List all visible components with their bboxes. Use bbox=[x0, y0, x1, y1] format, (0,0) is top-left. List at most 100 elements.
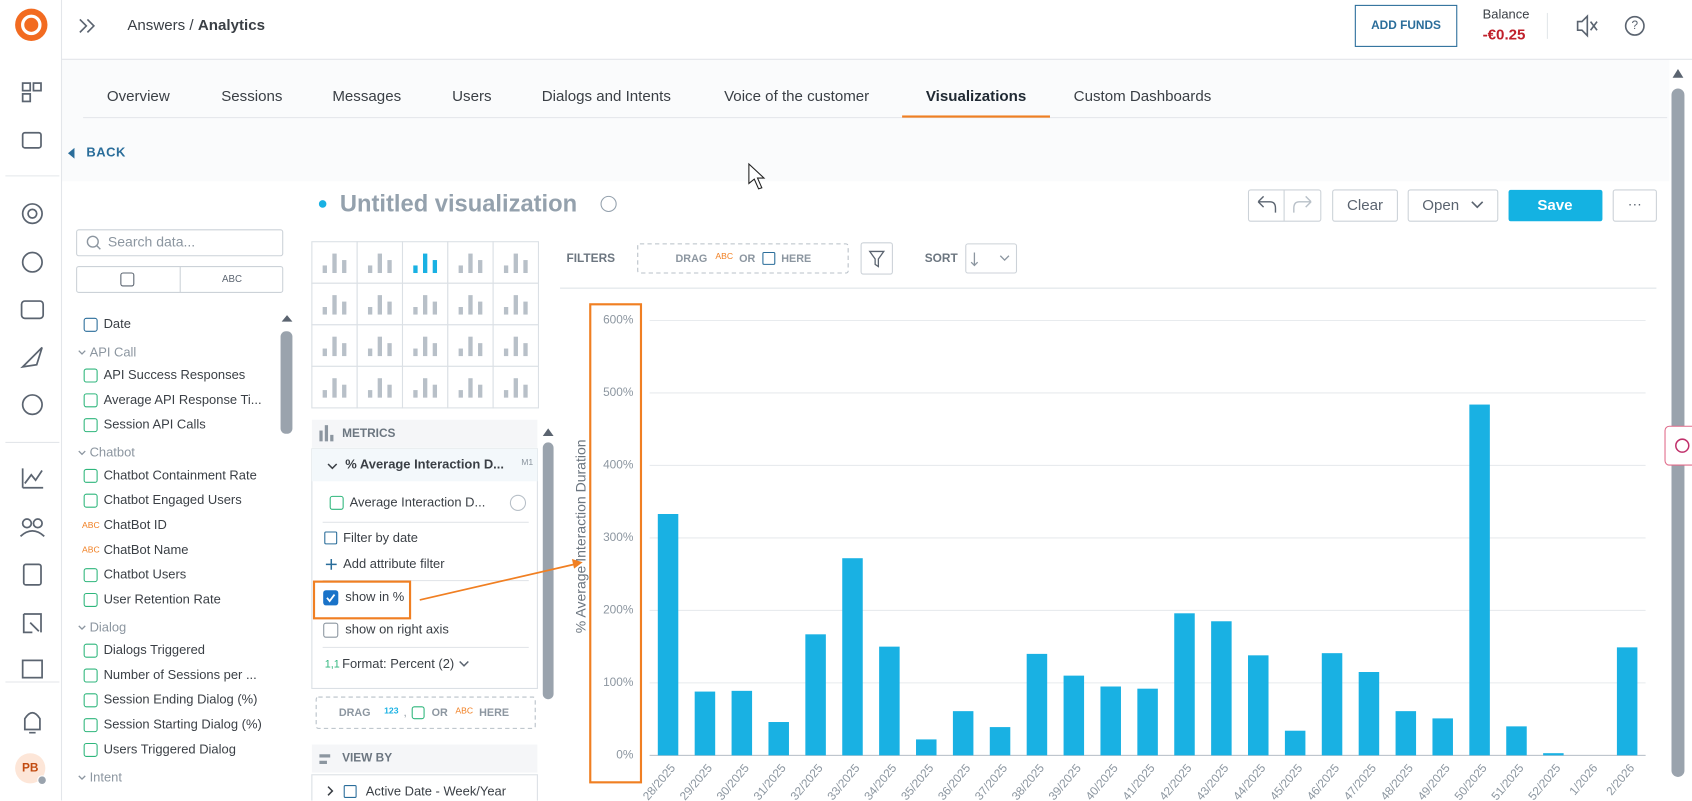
sort-dropdown[interactable] bbox=[965, 243, 1018, 274]
clear-button[interactable] bbox=[1332, 189, 1398, 222]
data-item[interactable]: API Success Responses bbox=[104, 367, 246, 382]
data-item[interactable]: Chatbot Containment Rate bbox=[104, 467, 257, 482]
viz-title[interactable]: Untitled visualization bbox=[340, 191, 577, 217]
bar[interactable] bbox=[989, 727, 1011, 756]
bar[interactable] bbox=[1137, 688, 1158, 756]
add-attribute-filter[interactable]: Add attribute filter bbox=[343, 556, 445, 571]
bar[interactable] bbox=[1543, 753, 1564, 756]
nav-icon[interactable] bbox=[21, 82, 32, 92]
save-button[interactable] bbox=[1508, 189, 1603, 222]
data-item[interactable]: User Retention Rate bbox=[104, 591, 221, 606]
nav-icon[interactable] bbox=[21, 251, 43, 273]
bar[interactable] bbox=[805, 634, 826, 756]
format-select[interactable]: Format: Percent (2) bbox=[342, 656, 454, 671]
data-item[interactable]: Session Starting Dialog (%) bbox=[104, 717, 262, 732]
open-button[interactable] bbox=[1407, 189, 1499, 222]
bar[interactable] bbox=[1432, 718, 1453, 756]
title-help[interactable] bbox=[600, 195, 617, 213]
data-item[interactable]: Number of Sessions per ... bbox=[104, 667, 257, 682]
help-icon[interactable] bbox=[1624, 15, 1645, 36]
checkbox-label[interactable]: show in % bbox=[345, 589, 404, 604]
bar[interactable] bbox=[916, 739, 937, 756]
bar[interactable] bbox=[1358, 672, 1380, 756]
bar[interactable] bbox=[1284, 730, 1306, 756]
nav-icon[interactable] bbox=[21, 203, 43, 225]
logo[interactable] bbox=[15, 8, 48, 42]
scroll-up[interactable] bbox=[1672, 69, 1684, 78]
group-label[interactable]: API Call bbox=[90, 344, 137, 359]
data-item[interactable]: Dialogs Triggered bbox=[104, 642, 205, 657]
checkbox[interactable] bbox=[323, 590, 339, 606]
bar[interactable] bbox=[1469, 404, 1490, 756]
scroll-up[interactable] bbox=[542, 428, 554, 436]
tab[interactable]: Sessions bbox=[221, 88, 282, 105]
attribute-toggle[interactable]: ABC bbox=[222, 274, 242, 285]
data-item[interactable]: Session Ending Dialog (%) bbox=[104, 692, 258, 707]
bar[interactable] bbox=[1395, 711, 1417, 756]
tab[interactable]: Messages bbox=[332, 88, 401, 105]
group-label[interactable]: Dialog bbox=[90, 619, 127, 634]
bar[interactable] bbox=[1616, 647, 1638, 756]
group-label[interactable]: Chatbot bbox=[90, 445, 136, 460]
bar[interactable] bbox=[1063, 675, 1085, 756]
bar[interactable] bbox=[1321, 653, 1343, 756]
checkbox-label[interactable]: show on right axis bbox=[345, 622, 449, 637]
bar[interactable] bbox=[1506, 726, 1527, 756]
bar[interactable] bbox=[768, 722, 789, 756]
scroll-thumb[interactable] bbox=[280, 331, 293, 434]
nav-icon[interactable] bbox=[21, 394, 43, 416]
filter-drop-zone[interactable] bbox=[637, 243, 849, 274]
tab[interactable]: Overview bbox=[107, 88, 170, 105]
bar[interactable] bbox=[952, 711, 974, 756]
bar[interactable] bbox=[1248, 655, 1269, 756]
nav-icon[interactable] bbox=[22, 563, 42, 586]
breadcrumb-parent[interactable]: Answers / bbox=[127, 17, 194, 34]
view-by-item[interactable]: Active Date - Week/Year bbox=[366, 783, 507, 798]
tab[interactable]: Dialogs and Intents bbox=[542, 88, 671, 105]
search-input[interactable] bbox=[76, 229, 284, 257]
bar[interactable] bbox=[879, 646, 900, 756]
tab[interactable]: Voice of the customer bbox=[724, 88, 869, 105]
tab[interactable]: Users bbox=[452, 88, 491, 105]
nav-icon[interactable] bbox=[21, 468, 44, 489]
nav-icon[interactable] bbox=[22, 613, 42, 634]
mute-icon[interactable] bbox=[1576, 14, 1598, 38]
avatar[interactable] bbox=[15, 753, 46, 784]
back-link[interactable]: BACK bbox=[86, 145, 126, 160]
undo-icon[interactable] bbox=[1257, 195, 1277, 213]
data-item[interactable]: Average API Response Ti... bbox=[104, 392, 262, 407]
bar[interactable] bbox=[731, 690, 753, 756]
metric-toggle[interactable] bbox=[120, 272, 135, 287]
tab[interactable]: Visualizations bbox=[926, 88, 1026, 105]
bar[interactable] bbox=[842, 558, 863, 756]
metric-card-header[interactable] bbox=[311, 448, 538, 482]
measure-name[interactable]: Average Interaction D... bbox=[350, 494, 486, 509]
bar[interactable] bbox=[1026, 653, 1048, 756]
bar[interactable] bbox=[694, 691, 716, 756]
filter-by-date[interactable]: Filter by date bbox=[343, 530, 418, 545]
help-icon[interactable] bbox=[509, 494, 527, 511]
nav-icon[interactable] bbox=[21, 659, 43, 679]
data-item[interactable]: Chatbot Users bbox=[104, 567, 187, 582]
filter-button[interactable] bbox=[860, 242, 893, 275]
nav-icon[interactable] bbox=[20, 346, 43, 369]
data-item[interactable]: Chatbot Engaged Users bbox=[104, 492, 242, 507]
group-label[interactable]: Intent bbox=[90, 769, 123, 784]
redo-icon[interactable] bbox=[1293, 195, 1312, 213]
nav-icon[interactable] bbox=[21, 518, 33, 529]
bar[interactable] bbox=[1174, 613, 1195, 756]
checkbox[interactable] bbox=[323, 622, 339, 638]
data-item[interactable]: ChatBot Name bbox=[104, 542, 189, 557]
chevron[interactable] bbox=[327, 463, 338, 470]
expand-icon[interactable] bbox=[79, 18, 96, 33]
chevron[interactable] bbox=[327, 786, 334, 796]
bar[interactable] bbox=[1211, 621, 1232, 756]
more-button[interactable] bbox=[1612, 189, 1657, 222]
nav-icon[interactable] bbox=[20, 300, 45, 320]
tab[interactable]: Custom Dashboards bbox=[1074, 88, 1212, 105]
data-item[interactable]: Users Triggered Dialog bbox=[104, 741, 236, 756]
nav-icon[interactable] bbox=[21, 131, 42, 149]
add-funds-button[interactable] bbox=[1354, 4, 1458, 47]
bar[interactable] bbox=[657, 514, 679, 756]
bar[interactable] bbox=[1100, 686, 1121, 756]
